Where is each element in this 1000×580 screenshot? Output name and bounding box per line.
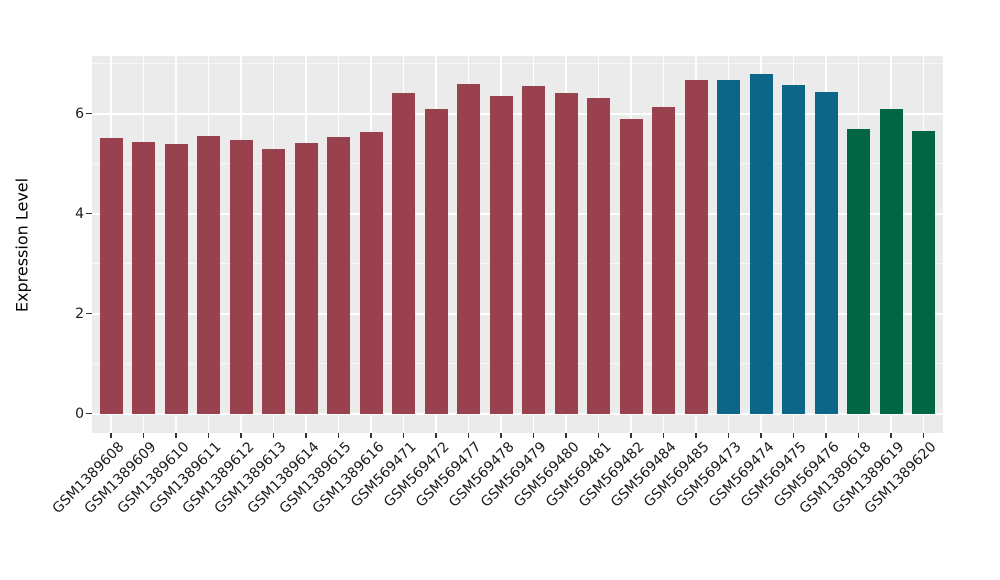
y-tick-mark	[86, 312, 92, 315]
y-tick-label: 4	[75, 205, 84, 222]
x-tick-mark	[760, 433, 762, 438]
x-tick-mark	[110, 433, 112, 438]
x-tick-mark	[272, 433, 275, 438]
bar-GSM569477	[457, 83, 480, 414]
major-gridline-h	[92, 312, 943, 315]
x-tick-mark	[825, 433, 827, 438]
x-tick-mark	[597, 433, 600, 438]
bar-GSM1389612	[229, 140, 253, 414]
bar-GSM1389609	[132, 141, 155, 414]
bar-GSM1389616	[359, 131, 383, 414]
x-tick-mark	[890, 433, 892, 438]
x-tick-mark	[792, 433, 795, 438]
x-tick-mark	[467, 433, 470, 438]
y-tick-label: 0	[75, 405, 84, 422]
bar-GSM1389611	[197, 135, 220, 414]
x-tick-mark	[175, 433, 177, 438]
x-tick-mark	[337, 433, 340, 438]
bar-GSM569475	[782, 84, 805, 414]
bar-GSM1389610	[164, 143, 188, 414]
bar-GSM1389615	[327, 137, 350, 414]
bar-GSM569473	[717, 80, 740, 414]
bar-GSM569479	[522, 86, 545, 414]
bar-GSM569472	[424, 108, 448, 414]
x-tick-mark	[240, 433, 242, 438]
y-tick-label: 2	[75, 305, 84, 322]
bar-GSM1389613	[262, 148, 285, 414]
x-tick-mark	[630, 433, 632, 438]
x-tick-mark	[662, 433, 665, 438]
bar-GSM569485	[684, 80, 708, 414]
x-tick-mark	[727, 433, 730, 438]
x-tick-mark	[207, 433, 210, 438]
x-tick-mark	[922, 433, 925, 438]
minor-gridline-h	[92, 63, 943, 64]
bar-GSM569481	[587, 97, 610, 414]
y-tick-label: 6	[75, 105, 84, 122]
bar-GSM569474	[749, 74, 773, 414]
bar-GSM1389618	[847, 129, 870, 414]
minor-gridline-h	[92, 163, 943, 164]
major-gridline-h	[92, 412, 943, 415]
y-tick-mark	[86, 412, 92, 415]
bar-GSM1389614	[294, 143, 318, 414]
plot-panel	[92, 56, 943, 433]
major-gridline-h	[92, 112, 943, 115]
major-gridline-h	[92, 212, 943, 215]
bar-GSM1389608	[99, 137, 123, 414]
x-tick-mark	[142, 433, 145, 438]
x-tick-mark	[565, 433, 567, 438]
minor-gridline-h	[92, 263, 943, 264]
x-tick-mark	[402, 433, 405, 438]
x-tick-mark	[857, 433, 860, 438]
minor-gridline-h	[92, 363, 943, 364]
x-tick-mark	[695, 433, 697, 438]
bar-GSM569471	[392, 92, 415, 414]
bar-GSM569480	[554, 92, 578, 414]
x-tick-mark	[532, 433, 535, 438]
x-tick-mark	[500, 433, 502, 438]
x-tick-mark	[370, 433, 372, 438]
x-tick-mark	[305, 433, 307, 438]
x-tick-mark	[435, 433, 437, 438]
bar-GSM1389620	[912, 130, 935, 414]
bar-GSM569484	[652, 106, 675, 414]
y-tick-mark	[86, 112, 92, 115]
bar-GSM569476	[814, 91, 838, 414]
y-tick-mark	[86, 212, 92, 215]
bar-GSM569478	[489, 96, 513, 414]
y-axis-title: Expression Level	[12, 177, 32, 313]
bar-GSM1389619	[879, 108, 903, 414]
bar-GSM569482	[619, 118, 643, 414]
